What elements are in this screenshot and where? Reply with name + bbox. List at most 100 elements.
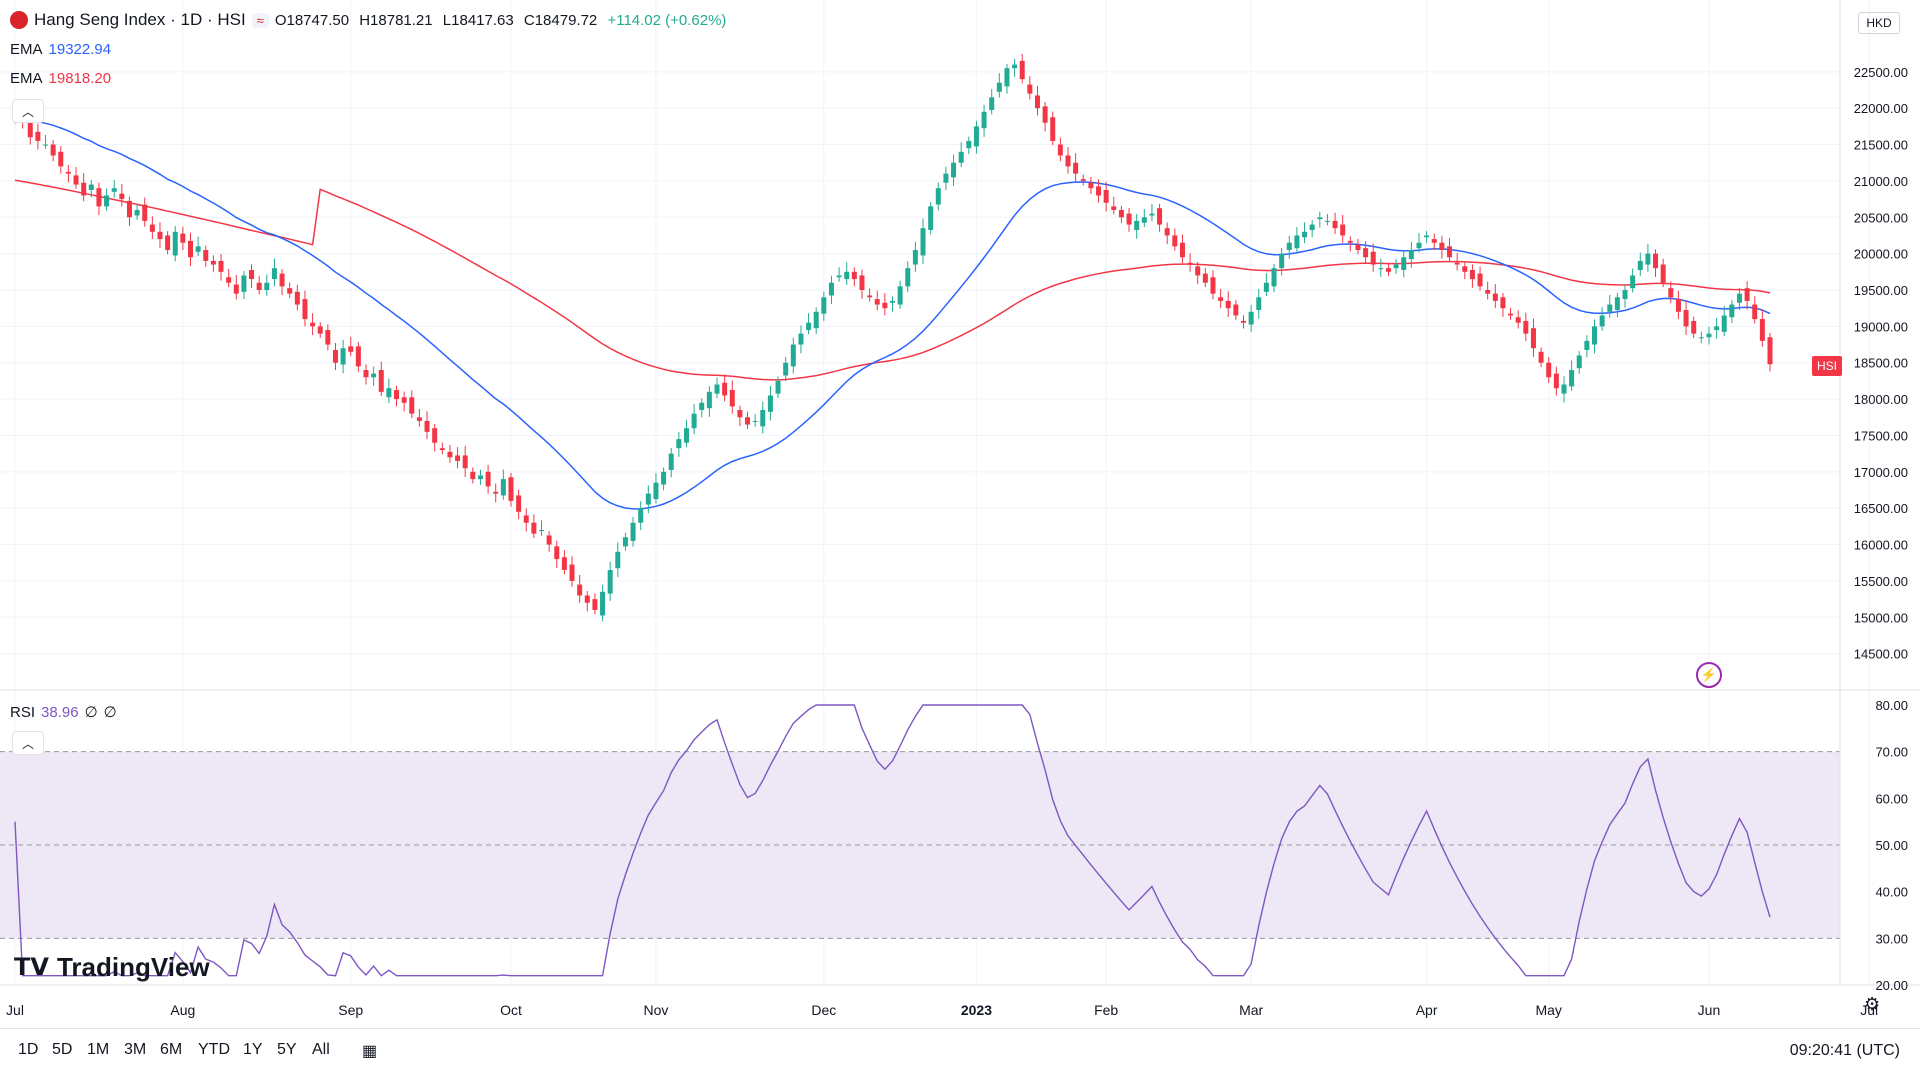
candle	[1080, 174, 1086, 186]
time-tick-label: Apr	[1416, 1002, 1438, 1018]
candle-body	[1164, 228, 1170, 236]
candle-body	[1538, 351, 1544, 363]
candle	[1248, 304, 1254, 332]
candle-body	[1256, 297, 1262, 310]
candle-body	[1096, 186, 1102, 196]
candle-body	[973, 126, 979, 147]
candle	[935, 182, 941, 211]
candle	[1431, 233, 1437, 250]
candle	[1225, 291, 1231, 317]
ema-fast-legend[interactable]: EMA 19322.94	[10, 41, 111, 58]
candle-body	[1653, 253, 1659, 269]
candle-body	[1050, 117, 1056, 141]
lightning-icon[interactable]: ⚡	[1696, 662, 1722, 688]
candle-body	[1668, 288, 1674, 298]
range-5y[interactable]: 5Y	[277, 1041, 297, 1058]
range-1m[interactable]: 1M	[87, 1041, 110, 1058]
candle-body	[432, 428, 438, 443]
ema-slow-legend[interactable]: EMA 19818.20	[10, 70, 111, 87]
candle	[1370, 243, 1376, 272]
range-ytd[interactable]: YTD	[198, 1041, 230, 1058]
candle-body	[1530, 328, 1536, 349]
candle-body	[1241, 320, 1246, 323]
range-1y[interactable]: 1Y	[243, 1041, 263, 1058]
candle	[943, 166, 949, 190]
tradingview-brand[interactable]: 𝗧𝗩 TradingView	[14, 952, 210, 983]
utc-clock[interactable]: 09:20:41 (UTC)	[1789, 1042, 1900, 1059]
candle-body	[1286, 242, 1292, 250]
rsi-tick-label: 60.00	[1875, 791, 1908, 806]
axes	[0, 0, 1920, 986]
calendar-icon[interactable]: ▦	[362, 1043, 378, 1060]
candle-body	[622, 537, 628, 547]
candle-body	[302, 299, 308, 320]
candle	[394, 385, 400, 407]
candle	[96, 182, 102, 216]
rsi-tick-label: 70.00	[1875, 745, 1908, 760]
candle	[905, 261, 911, 293]
range-3m[interactable]: 3M	[124, 1041, 147, 1058]
candle	[470, 467, 476, 484]
compare-pill[interactable]: ≈	[251, 12, 269, 28]
candle-body	[1408, 250, 1414, 260]
candle-body	[905, 268, 911, 287]
candle	[1439, 235, 1445, 259]
candle	[1034, 85, 1040, 116]
candle	[1179, 234, 1185, 264]
candle	[1294, 227, 1300, 253]
candle-body	[546, 535, 552, 545]
candle-body	[1698, 337, 1704, 339]
candle-body	[294, 291, 300, 305]
candle-body	[424, 420, 430, 432]
candle	[806, 313, 812, 335]
collapse-rsi-button[interactable]: ︿	[12, 731, 44, 755]
candle-body	[729, 390, 735, 407]
candle-body	[355, 346, 361, 367]
candle	[622, 532, 628, 551]
candle	[1065, 147, 1071, 174]
range-5d[interactable]: 5D	[52, 1041, 73, 1058]
candle-body	[1477, 273, 1483, 287]
candle	[1271, 263, 1277, 293]
candle	[1561, 376, 1567, 403]
candle	[371, 366, 377, 386]
candle	[989, 88, 995, 115]
rsi-extra-1: ∅	[84, 704, 98, 721]
candle-body	[119, 193, 125, 200]
range-all[interactable]: All	[312, 1041, 330, 1058]
candle	[1378, 258, 1384, 277]
price-tick-label: 22000.00	[1854, 101, 1908, 116]
settings-gear-icon[interactable]: ⚙	[1864, 994, 1881, 1014]
candle-body	[485, 471, 491, 487]
candle-body	[1385, 268, 1391, 272]
candle-body	[1149, 213, 1155, 216]
candle-body	[1393, 264, 1399, 269]
candle	[546, 531, 552, 552]
candle	[378, 361, 384, 397]
candle	[386, 378, 392, 404]
candle-body	[1019, 60, 1025, 80]
candle	[828, 275, 834, 305]
candle-body	[943, 173, 949, 183]
candle	[775, 376, 781, 398]
candle-body	[58, 151, 64, 167]
candle-body	[65, 171, 71, 174]
rsi-legend[interactable]: RSI 38.96 ∅ ∅	[10, 703, 117, 722]
currency-button[interactable]: HKD	[1858, 12, 1900, 34]
range-6m[interactable]: 6M	[160, 1041, 183, 1058]
candle	[1706, 326, 1712, 345]
time-tick-label: Mar	[1239, 1002, 1263, 1018]
candle	[485, 464, 491, 494]
candle	[1111, 196, 1117, 215]
candle-body	[539, 530, 544, 531]
collapse-legend-button[interactable]: ︿	[12, 99, 44, 123]
range-1d[interactable]: 1D	[18, 1041, 39, 1058]
candle-body	[1630, 275, 1636, 289]
candle	[233, 274, 239, 300]
candle-body	[844, 271, 850, 280]
symbol-title[interactable]: Hang Seng Index · 1D · HSI	[34, 10, 246, 29]
chevron-up-icon: ︿	[21, 736, 34, 751]
candle	[1073, 153, 1079, 183]
candle-body	[577, 584, 583, 596]
